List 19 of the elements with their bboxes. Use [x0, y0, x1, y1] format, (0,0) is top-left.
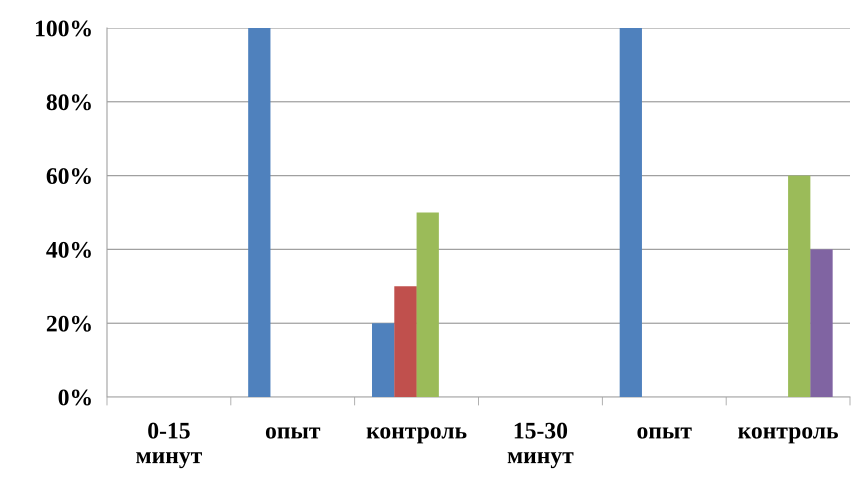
y-tick-label: 20% — [46, 316, 91, 332]
bar — [394, 286, 417, 397]
y-tick-label: 60% — [46, 168, 91, 184]
bar — [248, 28, 270, 397]
x-tick-label: 15-30 минут — [508, 422, 574, 468]
bar — [810, 249, 833, 397]
x-tick-label: опыт — [266, 427, 320, 439]
y-tick-label: 0% — [58, 389, 91, 406]
bar — [620, 28, 642, 397]
y-tick-label: 40% — [46, 242, 91, 258]
y-tick-label: 100% — [36, 20, 91, 36]
x-tick-label: контроль — [366, 427, 466, 444]
x-tick-label: опыт — [637, 427, 692, 439]
bar — [788, 176, 810, 397]
x-tick-label: контроль — [738, 427, 838, 444]
y-tick-label: 80% — [46, 94, 91, 110]
bar — [372, 323, 394, 397]
x-tick-label: 0-15 минут — [136, 422, 202, 468]
bar — [416, 212, 439, 397]
